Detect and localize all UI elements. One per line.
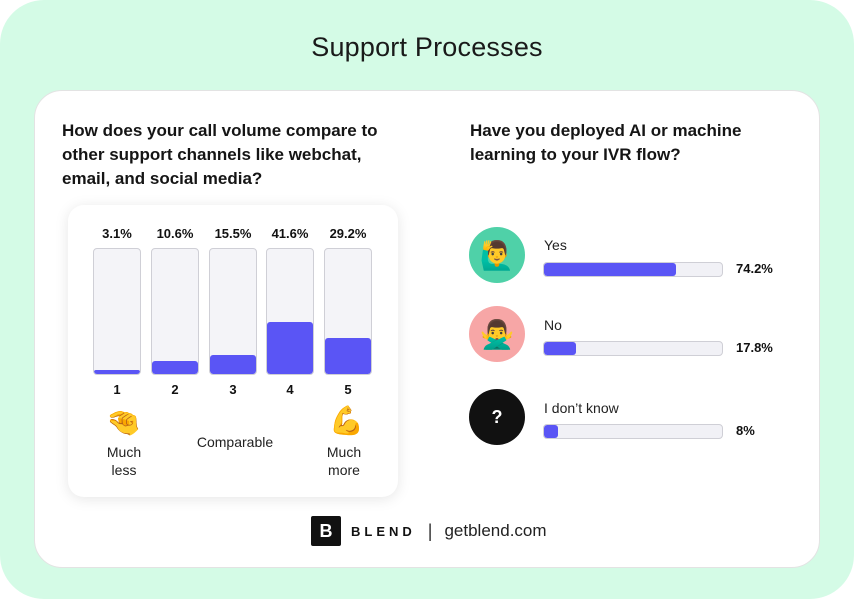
- blend-logo-icon: B: [311, 516, 341, 546]
- person-raising-hand-icon: 🙋‍♂️: [469, 227, 525, 283]
- bar-track-5: [324, 248, 372, 375]
- option-track-2: [543, 341, 723, 356]
- option-value-label-2: 17.8%: [736, 340, 773, 355]
- bar-track-1: [93, 248, 141, 375]
- footer-site[interactable]: getblend.com: [444, 521, 547, 540]
- bar-value-label-5: 29.2%: [329, 226, 367, 241]
- scale-label-mid: Comparable: [196, 434, 274, 450]
- bar-5: [325, 337, 371, 374]
- flexed-biceps-icon: 💪: [329, 405, 364, 436]
- option-value-label-1: 74.2%: [736, 261, 773, 276]
- bar-value-label-1: 3.1%: [102, 226, 132, 241]
- page-title: Support Processes: [311, 32, 543, 62]
- bar-value-label-2: 10.6%: [156, 226, 194, 241]
- bar-value-label-4: 41.6%: [271, 226, 309, 241]
- question-call-volume: How does your call volume compare to oth…: [62, 121, 378, 188]
- scale-label-low: Much less: [106, 444, 142, 478]
- option-value-label-3: 8%: [736, 423, 755, 438]
- option-label-2: No: [544, 317, 562, 333]
- bar-track-2: [151, 248, 199, 375]
- footer-separator: |: [427, 520, 433, 541]
- question-mark-icon: ?: [469, 389, 525, 445]
- footer: B BLEND | getblend.com: [311, 516, 547, 546]
- bar-category-label-3: 3: [229, 382, 237, 397]
- option-bar-2: [544, 342, 576, 355]
- option-track-1: [543, 262, 723, 277]
- bar-category-label-4: 4: [286, 382, 294, 397]
- bar-value-label-3: 15.5%: [214, 226, 252, 241]
- option-bar-3: [544, 425, 559, 438]
- bar-1: [94, 370, 140, 374]
- pinching-hand-icon: 🤏: [106, 407, 141, 438]
- option-label-3: I don’t know: [544, 400, 619, 416]
- bar-2: [152, 360, 198, 374]
- brand-name: BLEND: [351, 523, 416, 539]
- option-bar-1: [544, 263, 677, 276]
- person-gesturing-no-icon: 🙅‍♂️: [469, 306, 525, 362]
- option-label-1: Yes: [544, 237, 567, 253]
- scale-label-high: Much more: [326, 444, 362, 478]
- bar-3: [210, 354, 256, 374]
- bar-category-label-2: 2: [171, 382, 179, 397]
- bar-track-3: [209, 248, 257, 375]
- question-ai-ivr: Have you deployed AI or machine learning…: [470, 121, 742, 164]
- bar-category-label-1: 1: [113, 382, 121, 397]
- bar-track-4: [266, 248, 314, 375]
- bar-category-label-5: 5: [344, 382, 352, 397]
- option-track-3: [543, 424, 723, 439]
- bar-4: [267, 322, 313, 374]
